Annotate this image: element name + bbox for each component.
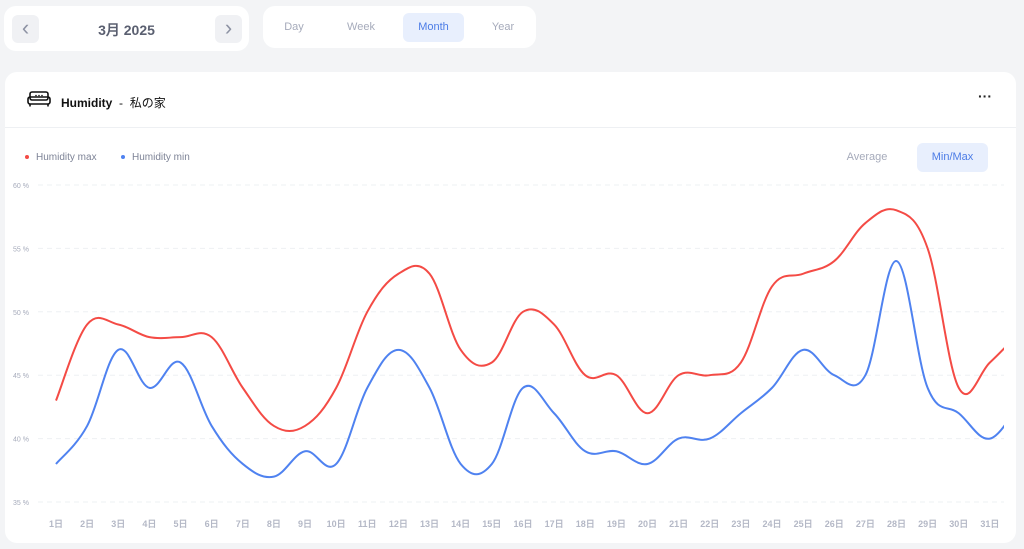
x-tick-label: 9日 bbox=[298, 519, 312, 529]
x-tick-label: 14日 bbox=[451, 519, 470, 529]
y-tick-label: 55 % bbox=[13, 246, 29, 253]
x-tick-label: 16日 bbox=[513, 519, 532, 529]
card-title: Humidity - 私の家 bbox=[61, 94, 166, 111]
x-tick-label: 25日 bbox=[794, 519, 813, 529]
x-tick-label: 12日 bbox=[389, 519, 408, 529]
title-separator: - bbox=[119, 96, 124, 110]
x-tick-label: 10日 bbox=[327, 519, 346, 529]
minmax-mode-button[interactable]: Min/Max bbox=[917, 143, 988, 172]
location-name: 私の家 bbox=[129, 96, 166, 110]
average-mode-button[interactable]: Average bbox=[846, 151, 888, 163]
x-tick-label: 18日 bbox=[576, 519, 595, 529]
x-tick-label: 3日 bbox=[111, 519, 125, 529]
y-tick-label: 60 % bbox=[13, 183, 29, 190]
x-tick-label: 30日 bbox=[949, 519, 968, 529]
humidity-min-line bbox=[55, 260, 1004, 479]
tab-year[interactable]: Year bbox=[491, 21, 515, 33]
x-tick-label: 22日 bbox=[700, 519, 719, 529]
next-month-button[interactable]: › bbox=[215, 15, 242, 43]
legend-label-max: Humidity max bbox=[36, 152, 97, 163]
x-tick-label: 17日 bbox=[545, 519, 564, 529]
tab-week[interactable]: Week bbox=[347, 21, 375, 33]
legend-label-min: Humidity min bbox=[132, 152, 190, 163]
x-tick-label: 13日 bbox=[420, 519, 439, 529]
x-tick-label: 4日 bbox=[142, 519, 156, 529]
current-month: 3月 2025 bbox=[98, 22, 155, 38]
prev-month-button[interactable]: ‹ bbox=[12, 15, 39, 43]
tab-month[interactable]: Month bbox=[403, 13, 464, 42]
x-tick-label: 19日 bbox=[607, 519, 626, 529]
x-tick-label: 20日 bbox=[638, 519, 657, 529]
legend-item-max[interactable]: Humidity max bbox=[25, 152, 97, 163]
x-tick-label: 27日 bbox=[856, 519, 875, 529]
y-tick-label: 35 % bbox=[13, 500, 29, 507]
x-tick-label: 1日 bbox=[49, 519, 63, 529]
x-tick-label: 23日 bbox=[731, 519, 750, 529]
sofa-icon bbox=[27, 91, 51, 107]
humidity-max-line bbox=[55, 208, 1004, 433]
date-navigator: ‹ 3月 2025 › bbox=[4, 6, 249, 51]
x-tick-label: 2日 bbox=[80, 519, 94, 529]
x-tick-label: 26日 bbox=[825, 519, 844, 529]
x-tick-label: 28日 bbox=[887, 519, 906, 529]
y-tick-label: 50 % bbox=[13, 310, 29, 317]
range-tabs: Day Week Month Year bbox=[263, 6, 536, 48]
tab-day[interactable]: Day bbox=[284, 21, 304, 33]
y-tick-label: 40 % bbox=[13, 437, 29, 444]
legend-dot-max bbox=[25, 155, 29, 160]
x-tick-label: 15日 bbox=[482, 519, 501, 529]
metric-name: Humidity bbox=[61, 96, 113, 110]
x-tick-label: 11日 bbox=[358, 519, 377, 529]
x-tick-label: 6日 bbox=[205, 519, 219, 529]
card-header: Humidity - 私の家 ··· bbox=[5, 72, 1016, 128]
legend-dot-min bbox=[121, 155, 125, 160]
x-tick-label: 8日 bbox=[267, 519, 281, 529]
x-tick-label: 5日 bbox=[174, 519, 188, 529]
legend-item-min[interactable]: Humidity min bbox=[121, 152, 190, 163]
x-tick-label: 7日 bbox=[236, 519, 250, 529]
x-tick-label: 21日 bbox=[669, 519, 688, 529]
more-options-button[interactable]: ··· bbox=[978, 88, 992, 104]
x-tick-label: 31日 bbox=[980, 519, 999, 529]
y-tick-label: 45 % bbox=[13, 373, 29, 380]
x-tick-label: 24日 bbox=[762, 519, 781, 529]
humidity-card: Humidity - 私の家 ··· Humidity max Humidity… bbox=[5, 72, 1016, 543]
x-tick-label: 29日 bbox=[918, 519, 937, 529]
